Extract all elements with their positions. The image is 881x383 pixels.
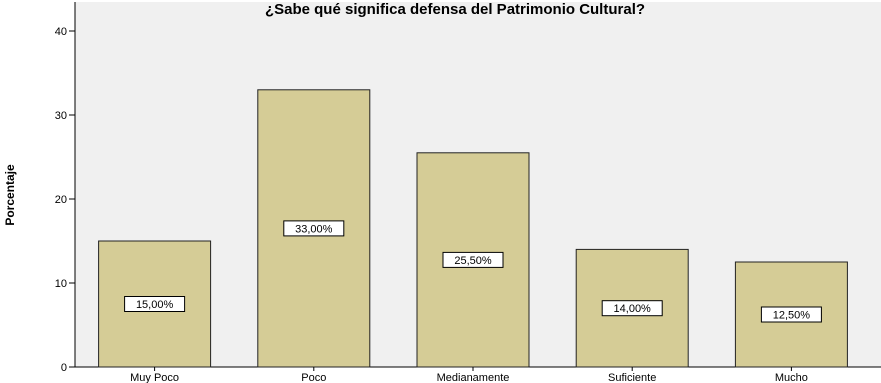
data-label: 12,50% bbox=[773, 310, 811, 322]
x-tick-label: Suficiente bbox=[608, 372, 656, 383]
data-label: 15,00% bbox=[136, 299, 174, 311]
chart-title: ¿Sabe qué significa defensa del Patrimon… bbox=[265, 1, 645, 18]
data-label-box bbox=[124, 296, 186, 312]
x-tick-label: Muy Poco bbox=[130, 372, 179, 383]
x-tick-label: Mucho bbox=[775, 372, 808, 383]
data-label-box bbox=[283, 220, 345, 237]
y-tick-label: 0 bbox=[61, 362, 67, 374]
y-tick-label: 40 bbox=[55, 26, 67, 38]
y-tick-label: 30 bbox=[55, 110, 67, 122]
x-tick-label: Medianamente bbox=[437, 372, 510, 383]
data-label-box bbox=[601, 300, 663, 317]
data-label-box bbox=[760, 306, 822, 323]
data-label-box bbox=[442, 251, 504, 268]
y-tick-label: 10 bbox=[55, 278, 67, 290]
data-label: 33,00% bbox=[295, 223, 333, 235]
data-label: 14,00% bbox=[614, 303, 652, 315]
data-label: 25,50% bbox=[454, 255, 492, 267]
x-tick-label: Poco bbox=[301, 372, 326, 383]
y-axis-label: Porcentaje bbox=[3, 164, 17, 226]
y-tick-label: 20 bbox=[55, 194, 67, 206]
bars-group: Muy Poco 15,00% Poco 33,00% Medianamente 25,5… bbox=[98, 89, 848, 383]
